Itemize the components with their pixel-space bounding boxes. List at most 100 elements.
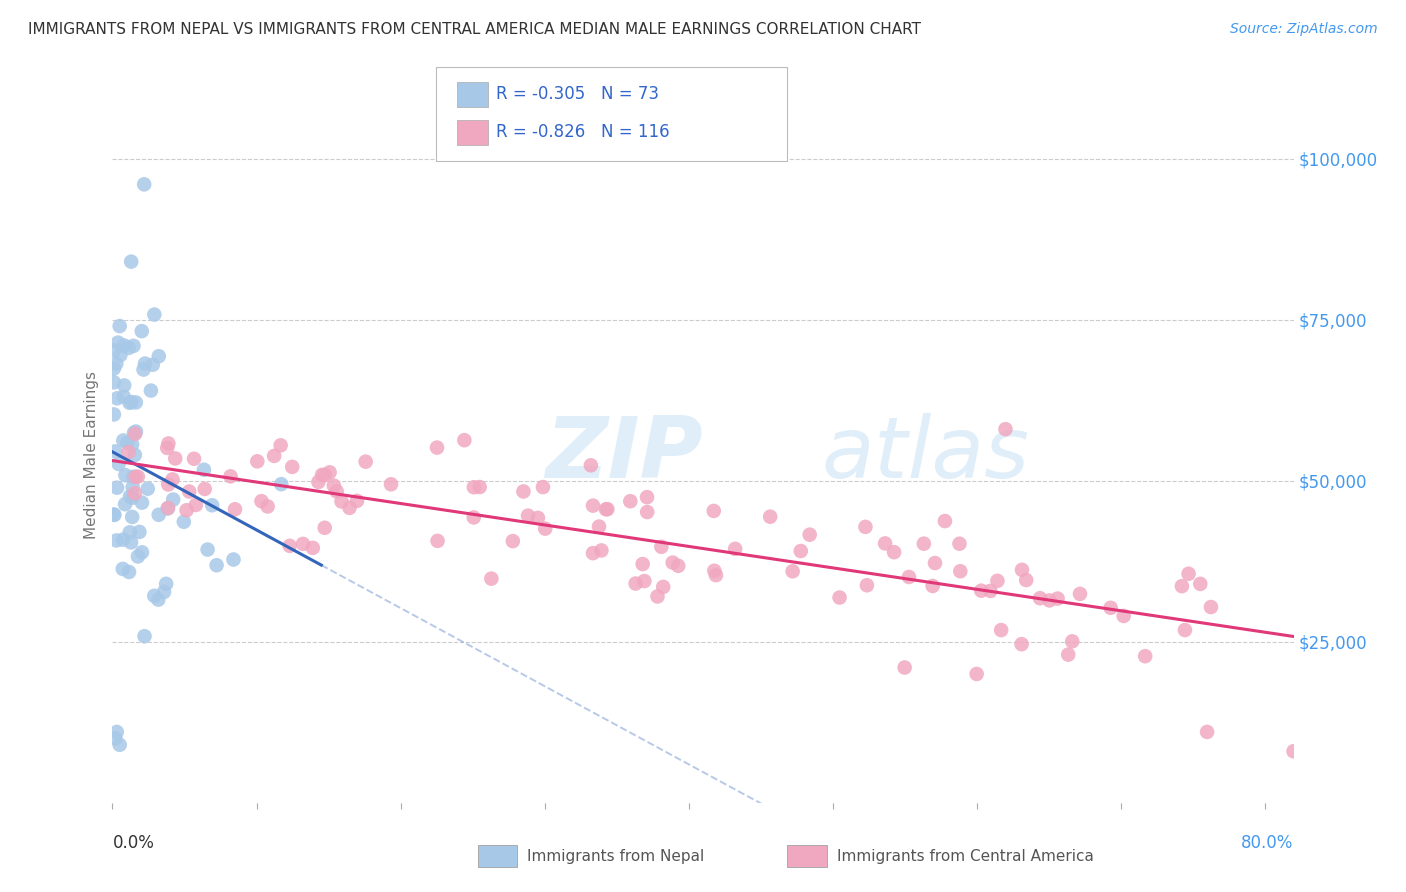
- Point: [124, 486, 146, 500]
- Point: [1112, 608, 1135, 623]
- Point: [291, 537, 314, 551]
- Point: [148, 508, 170, 522]
- Point: [1062, 634, 1084, 648]
- Point: [301, 541, 323, 555]
- Point: [1069, 587, 1091, 601]
- Point: [330, 494, 353, 508]
- Point: [219, 469, 242, 483]
- Point: [107, 335, 129, 350]
- Text: Immigrants from Central America: Immigrants from Central America: [837, 849, 1094, 863]
- Point: [1282, 744, 1305, 758]
- Point: [105, 357, 128, 371]
- Point: [426, 533, 449, 548]
- Point: [1046, 591, 1069, 606]
- Point: [512, 484, 534, 499]
- Point: [703, 504, 725, 518]
- Point: [222, 552, 245, 566]
- Point: [157, 500, 180, 515]
- Point: [591, 543, 613, 558]
- Point: [117, 435, 139, 450]
- Point: [463, 510, 485, 524]
- Point: [112, 434, 135, 448]
- Point: [897, 570, 920, 584]
- Point: [759, 509, 782, 524]
- Point: [179, 484, 201, 499]
- Point: [278, 539, 301, 553]
- Point: [1174, 623, 1197, 637]
- Point: [114, 468, 136, 483]
- Point: [636, 490, 658, 504]
- Y-axis label: Median Male Earnings: Median Male Earnings: [84, 371, 100, 539]
- Point: [111, 562, 134, 576]
- Point: [110, 348, 132, 362]
- Point: [256, 500, 278, 514]
- Point: [582, 499, 605, 513]
- Point: [157, 477, 180, 491]
- Point: [103, 508, 125, 522]
- Point: [104, 444, 127, 458]
- Point: [883, 545, 905, 559]
- Point: [619, 494, 641, 508]
- Point: [103, 376, 125, 390]
- Point: [205, 558, 228, 573]
- Point: [270, 438, 292, 452]
- Point: [527, 511, 550, 525]
- Point: [246, 454, 269, 468]
- Point: [112, 533, 135, 547]
- Point: [112, 390, 135, 404]
- Point: [994, 422, 1017, 436]
- Point: [118, 525, 141, 540]
- Point: [131, 496, 153, 510]
- Point: [1057, 648, 1080, 662]
- Point: [108, 319, 131, 334]
- Point: [263, 449, 285, 463]
- Point: [311, 467, 333, 482]
- Text: 80.0%: 80.0%: [1241, 834, 1294, 852]
- Point: [121, 510, 143, 524]
- Point: [131, 545, 153, 559]
- Point: [148, 349, 170, 363]
- Point: [986, 574, 1008, 588]
- Point: [118, 396, 141, 410]
- Point: [307, 475, 329, 489]
- Point: [934, 514, 956, 528]
- Point: [105, 725, 128, 739]
- Point: [1199, 600, 1222, 615]
- Point: [912, 536, 935, 550]
- Point: [354, 455, 377, 469]
- Point: [380, 477, 402, 491]
- Text: Source: ZipAtlas.com: Source: ZipAtlas.com: [1230, 22, 1378, 37]
- Point: [134, 357, 156, 371]
- Point: [704, 568, 727, 582]
- Point: [162, 472, 184, 486]
- Point: [156, 441, 179, 455]
- Point: [531, 480, 554, 494]
- Point: [970, 583, 993, 598]
- Text: Immigrants from Nepal: Immigrants from Nepal: [527, 849, 704, 863]
- Point: [1197, 725, 1219, 739]
- Point: [534, 522, 557, 536]
- Point: [652, 580, 675, 594]
- Point: [647, 590, 669, 604]
- Point: [148, 592, 170, 607]
- Text: 0.0%: 0.0%: [112, 834, 155, 852]
- Point: [624, 576, 647, 591]
- Point: [633, 574, 655, 588]
- Point: [108, 738, 131, 752]
- Point: [924, 556, 946, 570]
- Point: [636, 505, 658, 519]
- Point: [314, 467, 336, 482]
- Point: [114, 497, 136, 511]
- Point: [153, 585, 176, 599]
- Point: [173, 515, 195, 529]
- Point: [118, 489, 141, 503]
- Point: [1011, 637, 1033, 651]
- Point: [183, 451, 205, 466]
- Point: [1015, 573, 1038, 587]
- Point: [855, 520, 877, 534]
- Point: [105, 392, 128, 406]
- Point: [724, 541, 747, 556]
- Point: [136, 482, 159, 496]
- Point: [322, 478, 344, 492]
- Point: [948, 537, 970, 551]
